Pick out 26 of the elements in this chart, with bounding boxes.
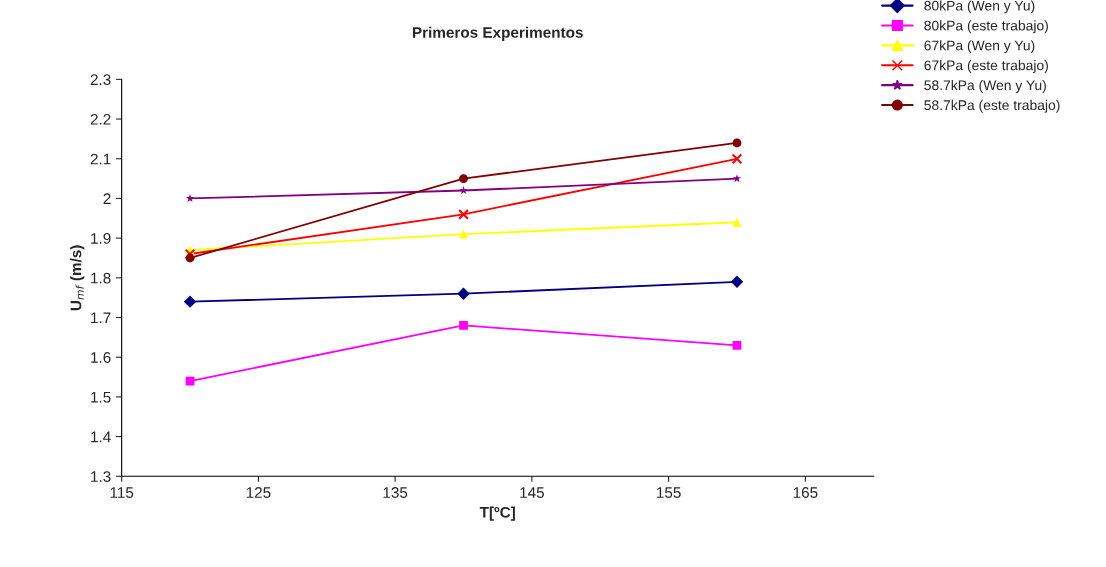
- x-tick-label: 145: [520, 487, 544, 498]
- y-tick-label: 1.6: [91, 352, 111, 363]
- x-tick-label: 125: [246, 487, 271, 498]
- x-tick-label: 155: [657, 487, 681, 498]
- y-tick-label: 2.2: [90, 113, 111, 125]
- legend-label: 58.7kPa (Wen y Yu): [924, 79, 1046, 93]
- y-tick-label: 2.3: [90, 74, 111, 86]
- y-tick-label: 1.3: [91, 471, 111, 482]
- chart-title: Primeros Experimentos: [412, 26, 583, 41]
- legend-label: 67kPa (Wen y Yu): [924, 40, 1035, 54]
- legend-label: 58.7kPa (este trabajo): [924, 99, 1060, 113]
- y-tick-label: 1.8: [91, 272, 111, 284]
- y-tick-label: 1.7: [91, 312, 111, 324]
- legend-label: 67kPa (este trabajo): [924, 60, 1048, 74]
- x-tick-label: 115: [110, 487, 134, 498]
- x-tick-label: 165: [793, 487, 818, 498]
- legend-label: 80kPa (este trabajo): [924, 20, 1048, 34]
- x-axis-title: T[ºC]: [479, 506, 515, 521]
- y-tick-label: 1.9: [91, 233, 111, 244]
- y-tick-label: 1.4: [91, 431, 111, 443]
- y-tick-label: 2.1: [90, 153, 111, 165]
- y-tick-label: 2: [103, 193, 111, 204]
- x-tick-label: 135: [383, 487, 408, 498]
- y-axis-title: U$_{mf}$ (m/s): [70, 245, 85, 311]
- legend-label: 80kPa (Wen y Yu): [924, 0, 1035, 14]
- y-tick-label: 1.5: [91, 391, 111, 403]
